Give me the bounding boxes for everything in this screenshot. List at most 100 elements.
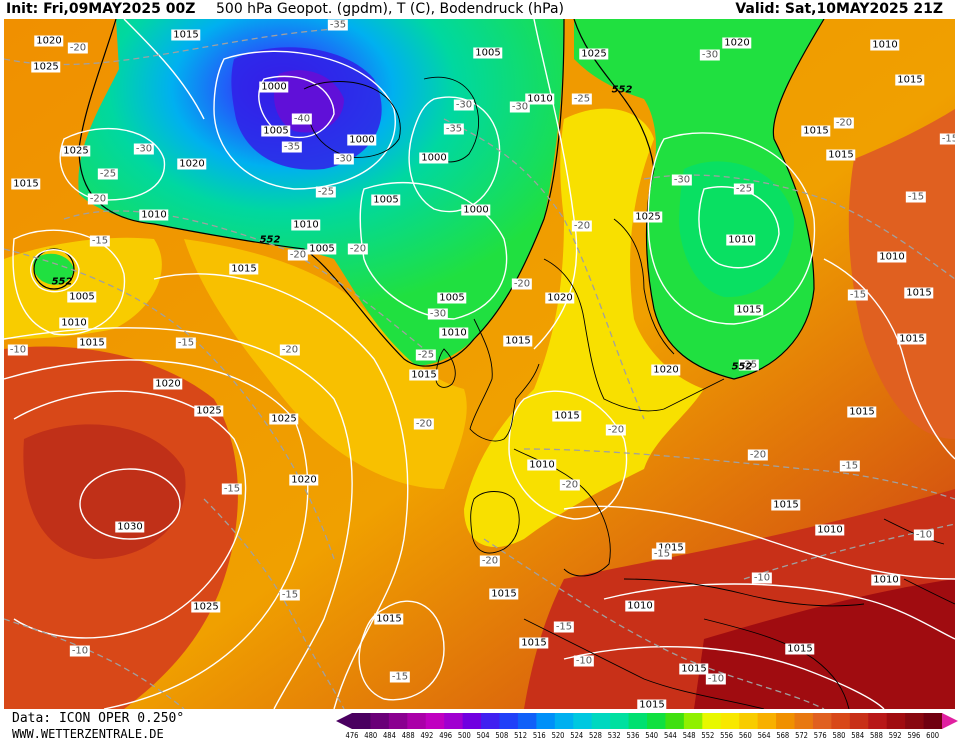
colorbar-label: 516 <box>532 731 546 740</box>
pressure-label: 1015 <box>503 335 533 347</box>
colorbar-swatch <box>425 713 445 729</box>
temperature-label: -10 <box>751 572 773 584</box>
temperature-label: -35 <box>281 141 303 153</box>
temperature-label: -20 <box>559 479 581 491</box>
pressure-label: 1015 <box>656 542 686 554</box>
pressure-label: 1015 <box>826 149 856 161</box>
colorbar-label: 596 <box>907 731 921 740</box>
temperature-label: -15 <box>847 289 869 301</box>
temperature-label: -15 <box>279 589 301 601</box>
colorbar-label: 492 <box>420 731 434 740</box>
pressure-label: 1015 <box>637 699 667 709</box>
temperature-label: -20 <box>87 193 109 205</box>
colorbar-swatch <box>720 713 740 729</box>
colorbar-swatch <box>647 713 666 729</box>
weather-map: 1020 1025 1015 1000 1005 1000 1000 1005 1010 1025… <box>4 19 955 709</box>
field-green-cutoff <box>33 253 74 285</box>
colorbar-label: 480 <box>364 731 378 740</box>
temperature-label: -20 <box>511 278 533 290</box>
colorbar-swatch <box>499 713 519 729</box>
colorbar-swatch <box>481 713 500 729</box>
pressure-label: 1020 <box>153 378 183 390</box>
colorbar-label: 568 <box>776 731 790 740</box>
temperature-label: -15 <box>553 621 575 633</box>
colorbar-label: 560 <box>738 731 752 740</box>
contour-552-northeast <box>573 19 825 380</box>
colorbar-swatch <box>776 713 795 729</box>
pressure-label: 1005 <box>307 243 337 255</box>
pressure-label: 1010 <box>525 93 555 105</box>
pressure-label: 1020 <box>722 37 752 49</box>
temperature-label: -15 <box>389 671 411 683</box>
pressure-label: 1015 <box>679 663 709 675</box>
pressure-label: 1015 <box>897 333 927 345</box>
temperature-label: -30 <box>333 153 355 165</box>
colorbar-swatch <box>462 713 482 729</box>
pressure-label: 1025 <box>61 145 91 157</box>
pressure-label: 1025 <box>579 48 609 60</box>
colorbar-swatch <box>831 713 851 729</box>
map-fields <box>4 19 955 709</box>
footer: Data: ICON OPER 0.250° WWW.WETTERZENTRAL… <box>0 709 959 741</box>
colorbar-label: 540 <box>645 731 659 740</box>
colorbar-label: 524 <box>570 731 584 740</box>
temperature-label: -15 <box>89 235 111 247</box>
colorbar-arrow-right <box>942 713 958 729</box>
temperature-label: -15 <box>175 337 197 349</box>
pressure-label: 1010 <box>59 317 89 329</box>
temperature-label: -25 <box>733 183 755 195</box>
colorbar-label: 564 <box>757 731 771 740</box>
colorbar-label: 536 <box>626 731 640 740</box>
temperature-label: -20 <box>279 344 301 356</box>
colorbar-swatch <box>886 713 906 729</box>
pressure-label: 1005 <box>371 194 401 206</box>
colorbar-label: 476 <box>345 731 359 740</box>
pressure-label: 1010 <box>527 459 557 471</box>
pressure-label: 1010 <box>139 209 169 221</box>
pressure-label: 1010 <box>870 39 900 51</box>
temperature-label: -30 <box>133 143 155 155</box>
temperature-label: -25 <box>738 359 760 371</box>
pressure-label: 1010 <box>815 524 845 536</box>
colorbar-swatch <box>554 713 574 729</box>
colorbar-label: 500 <box>457 731 471 740</box>
temperature-label: -20 <box>67 42 89 54</box>
pressure-label: 1015 <box>77 337 107 349</box>
pressure-label: 1015 <box>519 637 549 649</box>
temperature-label: -15 <box>221 483 243 495</box>
pressure-label: 1015 <box>489 588 519 600</box>
colorbar-swatch <box>591 713 611 729</box>
temperature-label: -20 <box>605 424 627 436</box>
colorbar-swatch <box>573 713 593 729</box>
colorbar-label: 584 <box>851 731 865 740</box>
field-yellow-atlantic <box>184 239 467 489</box>
colorbar-swatch <box>739 713 759 729</box>
header: Init: Fri,09MAY2025 00Z 500 hPa Geopot. … <box>0 0 959 19</box>
pressure-label: 1020 <box>651 364 681 376</box>
pressure-label: 1005 <box>437 292 467 304</box>
colorbar-swatch <box>812 713 832 729</box>
colorbar-swatch <box>352 713 371 729</box>
colorbar-swatch <box>536 713 556 729</box>
colorbar-label: 580 <box>832 731 846 740</box>
colorbar-label: 532 <box>607 731 621 740</box>
colorbar-label: 556 <box>720 731 734 740</box>
field-orange-east <box>848 109 955 439</box>
valid-time: Valid: Sat,10MAY2025 21Z <box>735 1 943 17</box>
colorbar-swatch <box>407 713 427 729</box>
pressure-label: 1015 <box>171 29 201 41</box>
temperature-label: -20 <box>347 243 369 255</box>
init-time: Init: Fri,09MAY2025 00Z <box>6 1 196 17</box>
pressure-label: 1010 <box>877 251 907 263</box>
temperature-label: -15 <box>905 191 927 203</box>
pressure-label: 1010 <box>291 219 321 231</box>
colorbar-swatch <box>388 713 408 729</box>
temperature-label: -25 <box>315 186 337 198</box>
geopotential-label: 552 <box>731 361 753 373</box>
pressure-label: 1025 <box>31 61 61 73</box>
pressure-label: 1015 <box>409 369 439 381</box>
colorbar-swatch <box>923 713 943 729</box>
temperature-label: -15 <box>651 548 673 560</box>
temperature-label: -20 <box>747 449 769 461</box>
pressure-label: 1010 <box>439 327 469 339</box>
